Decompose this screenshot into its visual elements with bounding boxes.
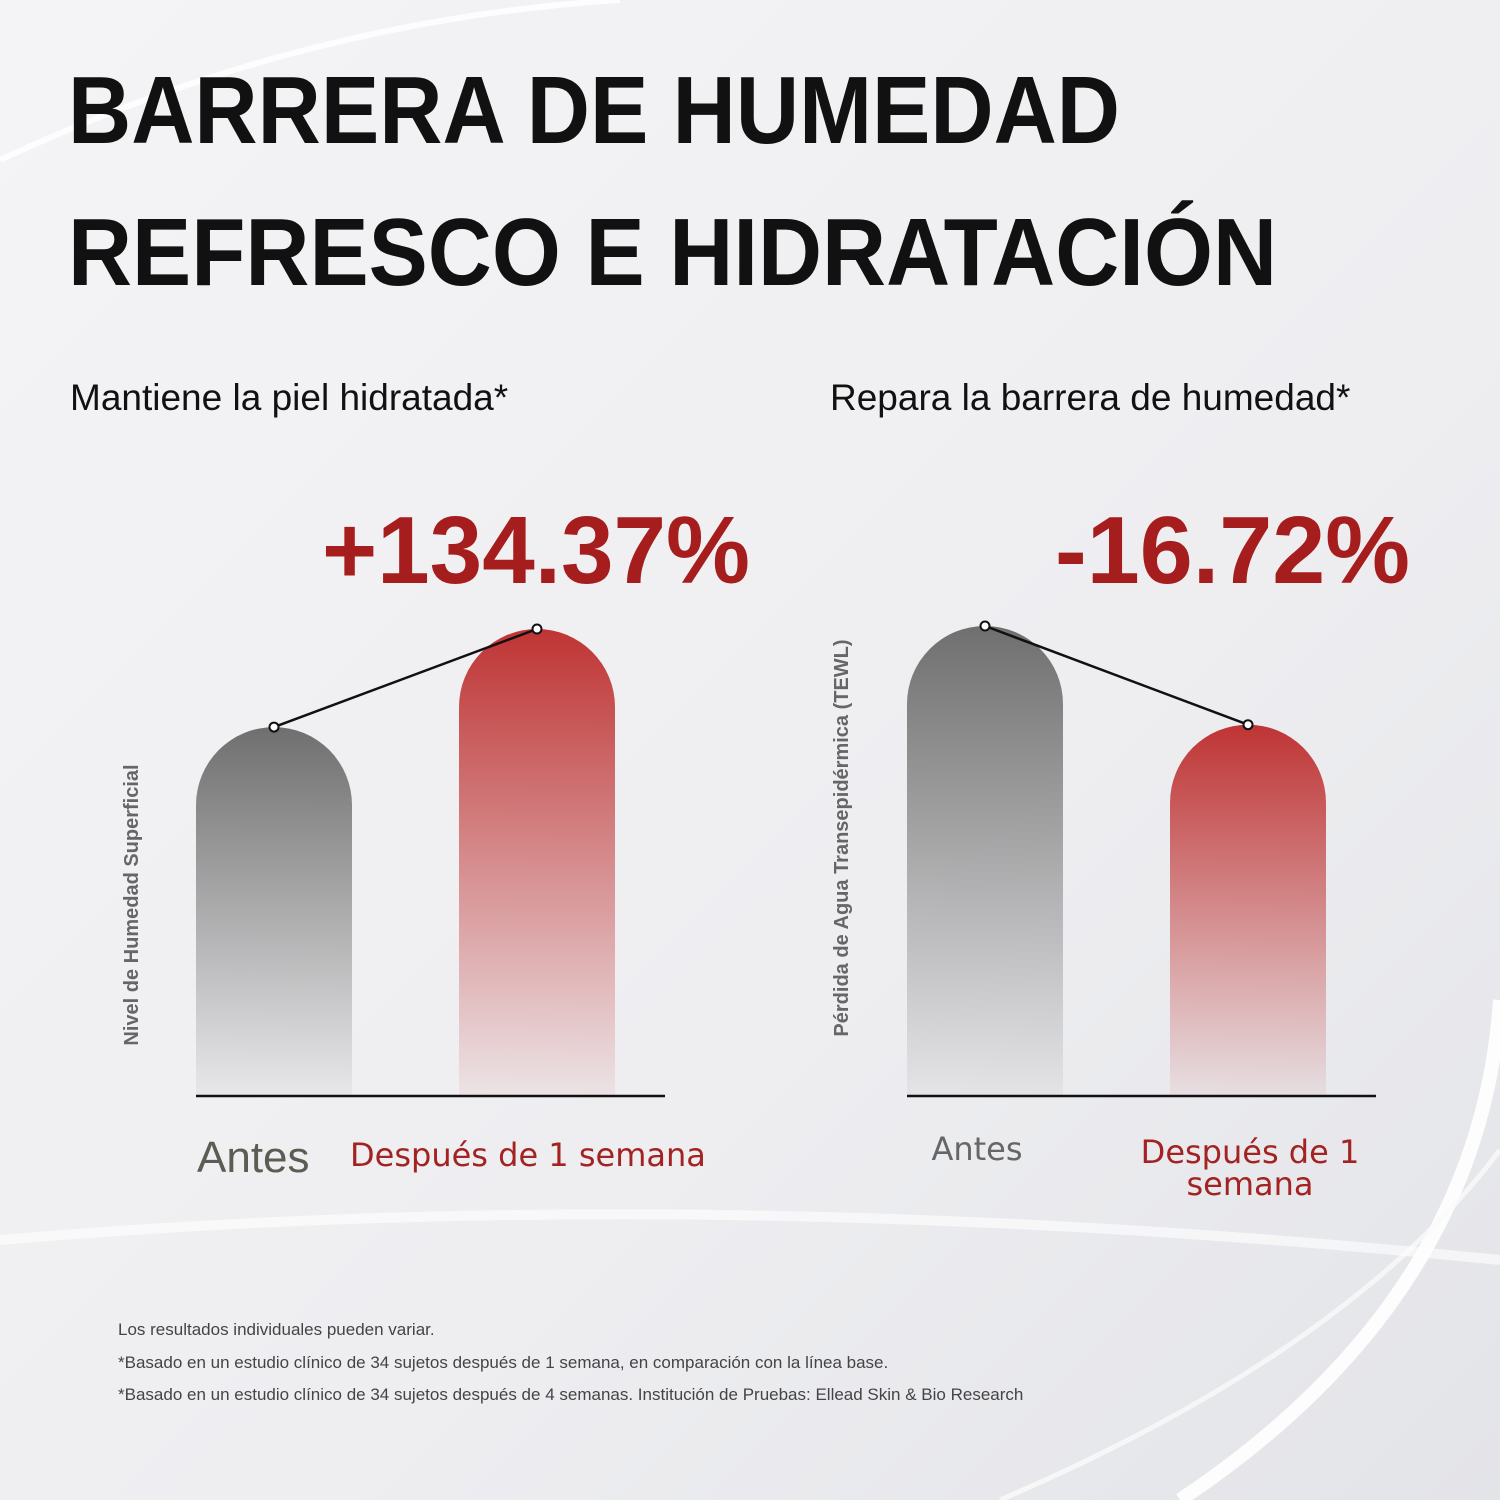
x-tick-label: Después de 1 semana [350,1136,706,1174]
bar [459,629,615,1096]
title-line: BARRERA DE HUMEDAD [68,57,1120,164]
bar [1170,724,1326,1096]
x-tick-label: Antes [197,1133,310,1182]
value-dot [979,620,991,632]
annotation: -16.72% [1055,497,1410,604]
y-axis-label: Nivel de Humedad Superficial [121,764,143,1045]
footnote: *Basado en un estudio clínico de 34 suje… [118,1385,1023,1404]
footnote: *Basado en un estudio clínico de 34 suje… [118,1353,888,1372]
value-dot [268,721,280,733]
trend-line [984,624,1249,726]
value-dot [531,623,543,635]
x-tick-label: Antes [931,1130,1022,1168]
chart-title: Mantiene la piel hidratada* [70,377,508,418]
bar [196,727,352,1096]
annotation: +134.37% [322,497,750,604]
x-tick-label-box: Después de 1 semana [1140,1136,1360,1203]
decor-curve [1176,999,1500,1500]
decor-curve [999,1148,1500,1500]
chart-title: Repara la barrera de humedad* [830,377,1350,418]
decor-curve [0,1209,1500,1265]
title-line: REFRESCO E HIDRATACIÓN [68,199,1277,306]
bar [907,626,1063,1096]
value-dot [1242,719,1254,731]
y-axis-label: Pérdida de Agua Transepidérmica (TEWL) [831,639,853,1036]
decor-curve [0,0,621,163]
footnote: Los resultados individuales pueden varia… [118,1320,435,1339]
trend-line [273,627,538,729]
x-tick-label: Después de 1 semana [1140,1136,1360,1203]
